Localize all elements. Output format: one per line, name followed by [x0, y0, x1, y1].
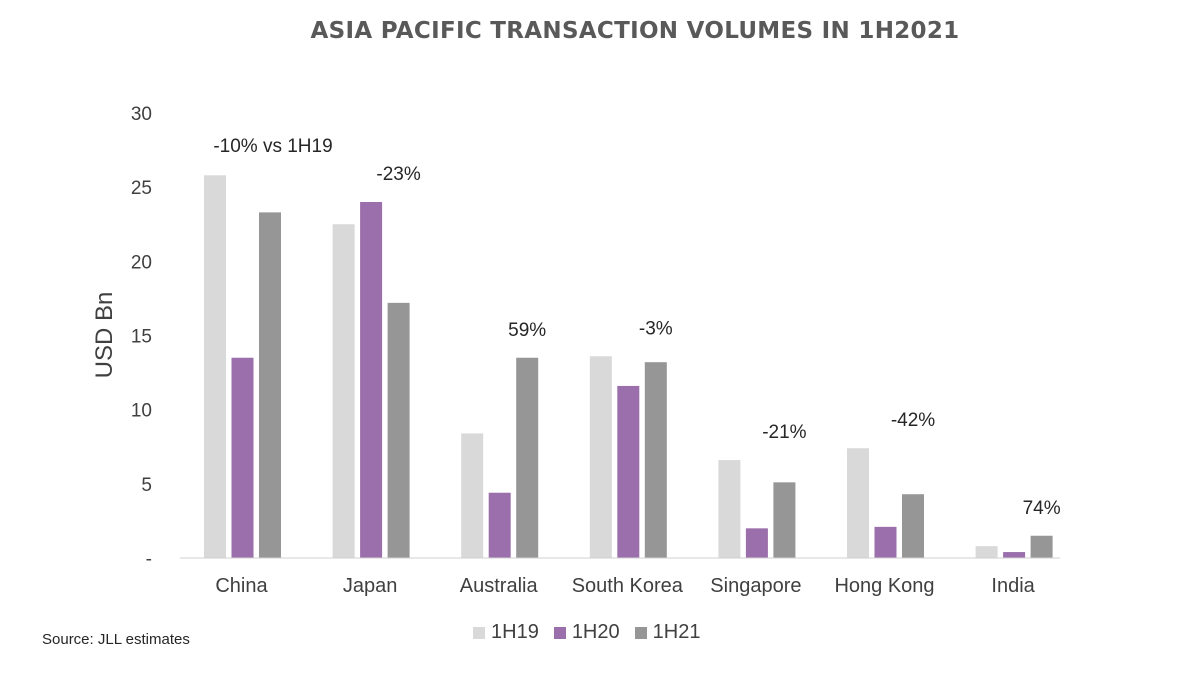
change-annotation: -42%	[891, 410, 935, 431]
y-tick-label: 20	[131, 252, 152, 273]
bar-1h21-india	[1030, 535, 1053, 558]
bar-1h19-south-korea	[589, 356, 612, 558]
legend-item-1h20: 1H20	[553, 621, 620, 644]
bar-1h21-china	[259, 212, 281, 558]
y-tick-label: 5	[141, 475, 152, 496]
chart-title: ASIA PACIFIC TRANSACTION VOLUMES IN 1H20…	[310, 18, 960, 44]
category-label: Australia	[460, 575, 539, 597]
bar-1h20-china	[231, 357, 254, 558]
category-label: Hong Kong	[834, 575, 934, 597]
bars	[204, 175, 1053, 559]
legend-label: 1H19	[491, 621, 539, 643]
source-note: Source: JLL estimates	[42, 631, 190, 648]
category-label: Singapore	[710, 575, 801, 597]
bar-1h21-south-korea	[644, 362, 667, 558]
legend-item-1h21: 1H21	[634, 621, 701, 644]
category-label: India	[991, 575, 1035, 597]
legend-swatch	[553, 626, 566, 639]
change-annotation: -3%	[639, 318, 673, 339]
category-label: Japan	[343, 575, 398, 597]
y-tick-label: -	[146, 549, 152, 570]
bar-1h20-hong-kong	[874, 526, 897, 558]
y-tick-label: 10	[131, 401, 152, 422]
change-annotation: 59%	[508, 320, 546, 341]
legend-swatch	[473, 626, 485, 639]
bar-1h19-australia	[461, 433, 484, 558]
legend: 1H19 1H20 1H21	[473, 621, 715, 644]
bar-1h19-hong-kong	[847, 448, 869, 558]
change-annotation: -10% vs 1H19	[213, 136, 332, 157]
annotations: -10% vs 1H19 -23% 59% -3% -21% -42% 74%	[213, 136, 1060, 519]
bar-1h19-japan	[332, 224, 355, 558]
bar-1h21-australia	[516, 357, 539, 558]
category-label: South Korea	[572, 575, 684, 597]
category-label: China	[215, 575, 268, 597]
y-tick-label: 15	[131, 327, 152, 348]
bar-1h20-south-korea	[617, 385, 640, 558]
category-labels: China Japan Australia South Korea Singapore H…	[215, 575, 1035, 597]
legend-label: 1H20	[571, 621, 620, 643]
y-axis-label: USD Bn	[91, 292, 118, 379]
change-annotation: -23%	[376, 164, 420, 185]
bar-1h20-australia	[488, 492, 511, 558]
bar-1h21-japan	[387, 302, 410, 558]
change-annotation: 74%	[1023, 498, 1061, 519]
legend-label: 1H21	[652, 621, 701, 643]
bar-1h19-singapore	[718, 460, 741, 558]
bar-1h20-japan	[360, 202, 383, 558]
change-annotation: -21%	[762, 422, 806, 443]
bar-1h21-hong-kong	[902, 494, 924, 558]
bar-1h19-china	[204, 175, 226, 559]
y-axis: - 5 10 15 20 25 30	[131, 104, 152, 570]
bar-1h21-singapore	[773, 482, 796, 558]
bar-1h20-singapore	[745, 528, 768, 558]
legend-item-1h19: 1H19	[473, 621, 539, 644]
bar-1h20-india	[1003, 552, 1026, 558]
bar-1h19-india	[975, 546, 998, 558]
y-tick-label: 30	[131, 104, 152, 125]
legend-swatch	[634, 626, 647, 639]
y-tick-label: 25	[131, 178, 152, 199]
